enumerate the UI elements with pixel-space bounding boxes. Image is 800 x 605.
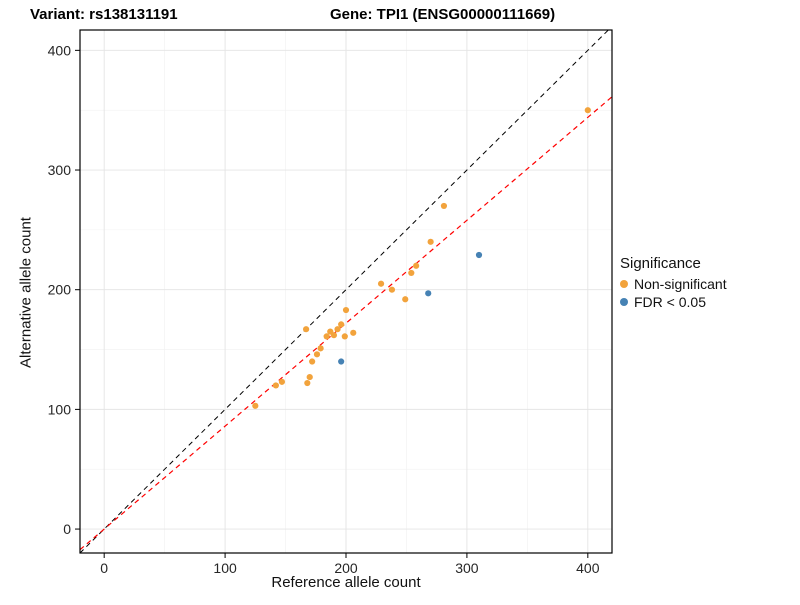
data-point-nonsignificant — [388, 286, 396, 293]
data-point-fdr — [475, 251, 483, 259]
data-point-nonsignificant — [584, 107, 591, 114]
data-point-nonsignificant — [323, 333, 330, 340]
data-point-nonsignificant — [306, 373, 313, 381]
data-point-nonsignificant — [338, 321, 345, 328]
data-point-fdr — [338, 358, 345, 365]
x-tick-label: 0 — [100, 560, 108, 576]
data-point-nonsignificant — [334, 326, 341, 333]
data-point-nonsignificant — [377, 280, 385, 287]
y-tick-label: 0 — [63, 521, 71, 537]
data-point-nonsignificant — [408, 269, 415, 277]
data-point-nonsignificant — [304, 379, 311, 387]
data-point-nonsignificant — [440, 202, 448, 210]
data-point-nonsignificant — [427, 238, 434, 245]
data-point-nonsignificant — [330, 332, 338, 339]
plot-title-variant: Variant: rs138131191 — [30, 6, 178, 23]
data-point-nonsignificant — [402, 296, 409, 303]
x-axis-label: Reference allele count — [271, 574, 421, 591]
x-tick-label: 400 — [576, 560, 600, 576]
data-point-nonsignificant — [350, 329, 357, 336]
legend-item: Non-significant — [620, 276, 727, 292]
y-axis-label: Alternative allele count — [17, 217, 35, 368]
x-tick-label: 100 — [213, 560, 237, 576]
legend-item-label: Non-significant — [634, 276, 727, 292]
legend-item-label: FDR < 0.05 — [634, 294, 706, 310]
data-point-nonsignificant — [272, 382, 279, 389]
legend: Significance Non-significant FDR < 0.05 — [620, 255, 727, 312]
x-tick-label: 300 — [455, 560, 479, 576]
data-point-nonsignificant — [313, 351, 321, 358]
y-tick-label: 400 — [48, 42, 72, 58]
data-point-fdr — [425, 290, 432, 297]
plot-title-gene: Gene: TPI1 (ENSG00000111669) — [330, 6, 556, 23]
y-tick-label: 200 — [48, 282, 72, 298]
data-point-nonsignificant — [413, 262, 420, 269]
y-tick-label: 300 — [48, 162, 72, 178]
identity-line — [80, 30, 610, 553]
legend-item: FDR < 0.05 — [620, 294, 727, 310]
data-point-nonsignificant — [303, 326, 310, 333]
y-tick-label: 100 — [48, 401, 72, 417]
data-point-nonsignificant — [341, 333, 348, 340]
data-point-nonsignificant — [317, 345, 324, 352]
data-point-nonsignificant — [278, 378, 286, 385]
data-point-nonsignificant — [342, 306, 350, 314]
x-tick-label: 200 — [334, 560, 358, 576]
legend-key-dot — [620, 298, 628, 306]
data-point-nonsignificant — [309, 358, 316, 365]
data-point-nonsignificant — [252, 402, 259, 409]
legend-key-dot — [620, 280, 628, 288]
legend-title: Significance — [620, 255, 701, 272]
